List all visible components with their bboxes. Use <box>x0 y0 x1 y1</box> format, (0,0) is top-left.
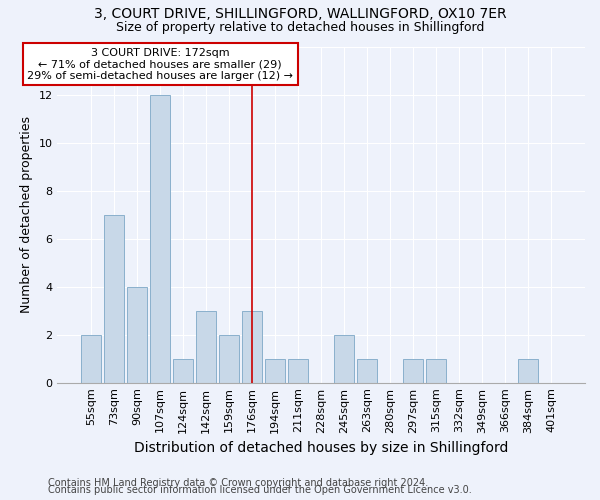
Text: Contains HM Land Registry data © Crown copyright and database right 2024.: Contains HM Land Registry data © Crown c… <box>48 478 428 488</box>
X-axis label: Distribution of detached houses by size in Shillingford: Distribution of detached houses by size … <box>134 441 508 455</box>
Bar <box>196 310 216 382</box>
Text: Contains public sector information licensed under the Open Government Licence v3: Contains public sector information licen… <box>48 485 472 495</box>
Text: Size of property relative to detached houses in Shillingford: Size of property relative to detached ho… <box>116 21 484 34</box>
Text: 3, COURT DRIVE, SHILLINGFORD, WALLINGFORD, OX10 7ER: 3, COURT DRIVE, SHILLINGFORD, WALLINGFOR… <box>94 8 506 22</box>
Bar <box>518 358 538 382</box>
Bar <box>151 94 170 383</box>
Bar <box>334 334 354 382</box>
Bar <box>104 214 124 382</box>
Bar <box>403 358 423 382</box>
Bar <box>173 358 193 382</box>
Bar <box>358 358 377 382</box>
Bar <box>427 358 446 382</box>
Bar <box>220 334 239 382</box>
Bar <box>82 334 101 382</box>
Y-axis label: Number of detached properties: Number of detached properties <box>20 116 33 313</box>
Bar <box>289 358 308 382</box>
Text: 3 COURT DRIVE: 172sqm
← 71% of detached houses are smaller (29)
29% of semi-deta: 3 COURT DRIVE: 172sqm ← 71% of detached … <box>27 48 293 81</box>
Bar <box>127 286 147 382</box>
Bar <box>265 358 285 382</box>
Bar <box>242 310 262 382</box>
